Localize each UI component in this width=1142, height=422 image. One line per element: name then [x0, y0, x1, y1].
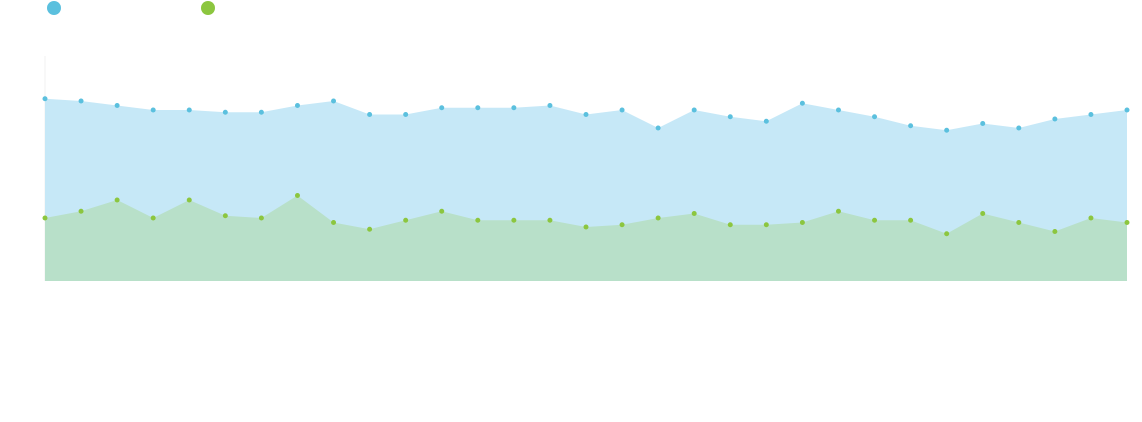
data-point — [114, 103, 120, 108]
data-point — [42, 96, 48, 102]
legend-marker — [47, 1, 61, 15]
data-point — [222, 109, 228, 115]
data-point — [619, 107, 625, 113]
data-point — [511, 217, 517, 223]
data-point — [78, 98, 84, 104]
data-point — [980, 121, 986, 126]
data-point — [258, 109, 264, 115]
data-point — [222, 213, 228, 219]
data-point — [475, 105, 481, 111]
data-point — [186, 107, 192, 113]
data-point — [1052, 116, 1058, 122]
data-point — [619, 222, 625, 228]
data-point — [727, 222, 733, 228]
data-point — [331, 98, 337, 104]
data-point — [475, 217, 481, 223]
data-point — [403, 217, 409, 223]
data-point — [980, 211, 986, 216]
data-point — [294, 103, 300, 108]
data-point — [727, 114, 733, 120]
data-point — [367, 226, 373, 232]
data-point — [763, 118, 769, 124]
data-point — [439, 208, 445, 214]
data-point — [331, 220, 337, 225]
data-point — [547, 103, 553, 108]
legend-marker — [201, 1, 215, 15]
data-point — [763, 222, 769, 228]
data-point — [439, 105, 445, 111]
data-point — [872, 114, 878, 120]
data-point — [1052, 229, 1058, 234]
data-point — [78, 208, 84, 214]
data-point — [1088, 112, 1094, 117]
data-point — [150, 107, 156, 113]
area — [45, 195, 1127, 281]
data-point — [908, 123, 914, 129]
data-point — [1016, 220, 1022, 225]
data-point — [944, 127, 950, 133]
data-point — [583, 224, 589, 230]
data-point — [908, 217, 914, 223]
data-point — [114, 197, 120, 203]
data-point — [547, 217, 553, 223]
data-point — [835, 107, 841, 113]
data-point — [403, 112, 409, 117]
data-point — [1124, 220, 1130, 225]
data-point — [258, 215, 264, 221]
data-point — [655, 215, 661, 221]
data-point — [1088, 215, 1094, 221]
data-point — [799, 100, 805, 106]
data-point — [42, 215, 48, 221]
data-point — [294, 193, 300, 198]
data-point — [1124, 107, 1130, 113]
data-point — [691, 107, 697, 113]
data-point — [1016, 125, 1022, 131]
data-point — [186, 197, 192, 203]
data-point — [835, 208, 841, 214]
data-point — [367, 112, 373, 117]
data-point — [799, 220, 805, 225]
data-point — [583, 112, 589, 117]
data-point — [944, 231, 950, 237]
data-point — [655, 125, 661, 131]
data-point — [691, 211, 697, 216]
data-point — [150, 215, 156, 221]
data-point — [872, 217, 878, 223]
data-point — [511, 105, 517, 111]
